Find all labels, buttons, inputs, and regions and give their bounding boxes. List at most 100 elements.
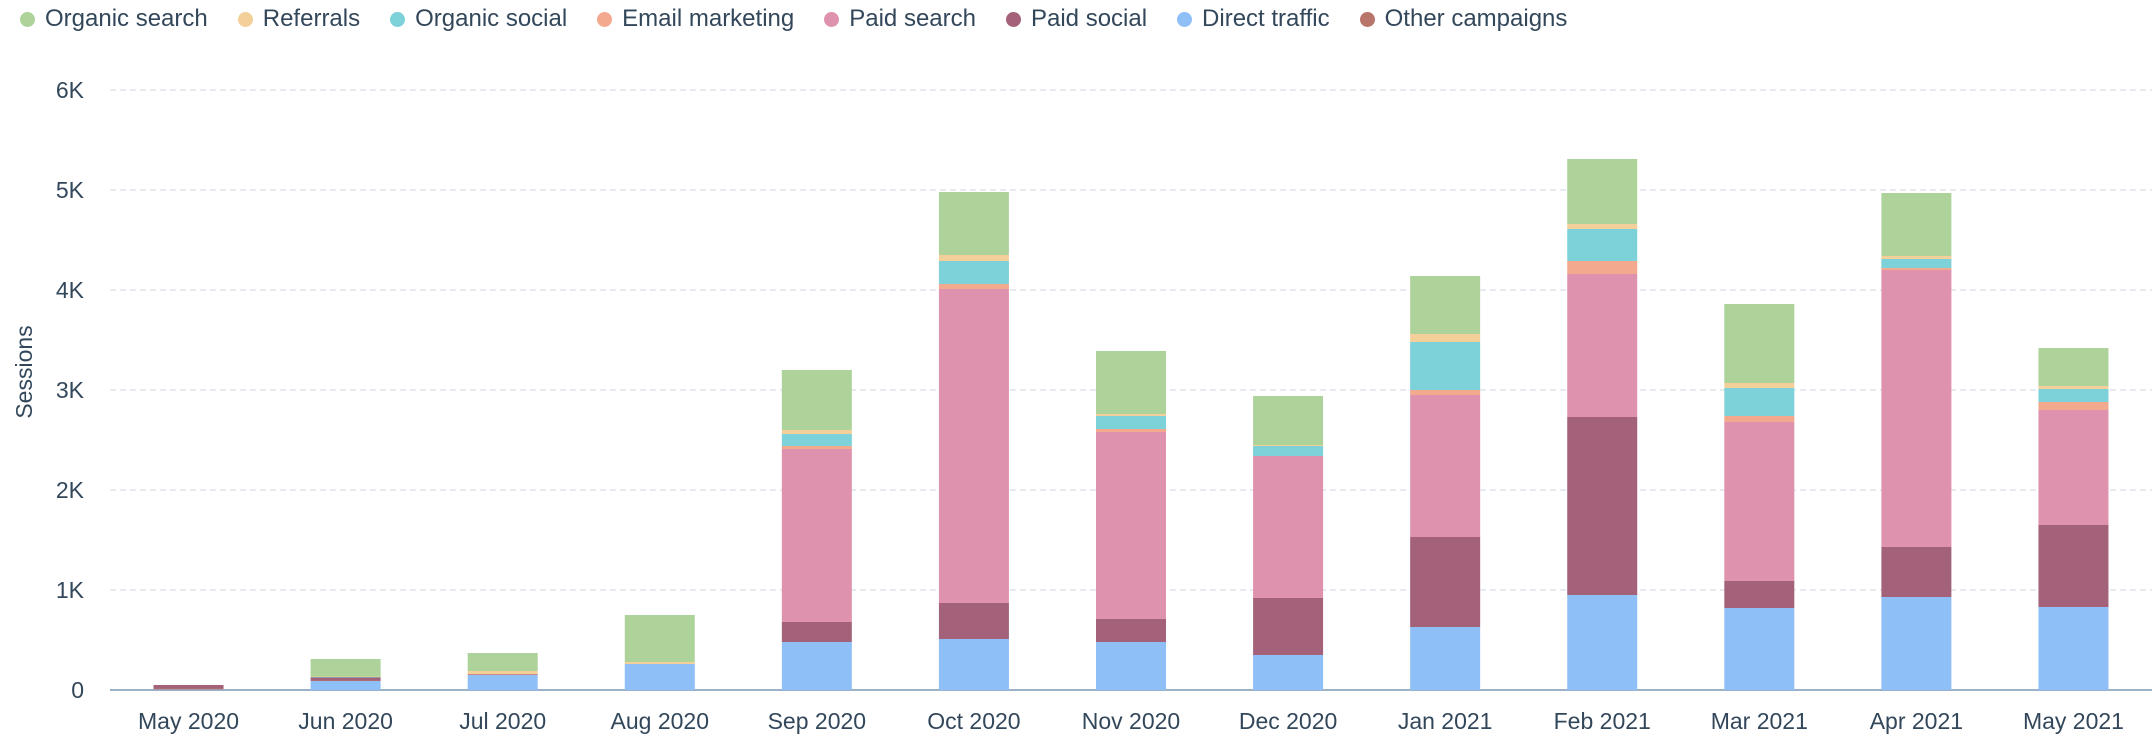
bar-segment-organic-social[interactable]	[1724, 388, 1795, 416]
bar-segment-email-marketing[interactable]	[938, 284, 1009, 289]
bar-segment-paid-search[interactable]	[1567, 274, 1638, 417]
bar-segment-email-marketing[interactable]	[1567, 261, 1638, 274]
bar-segment-paid-social[interactable]	[2038, 525, 2109, 607]
bar-stack[interactable]	[467, 653, 538, 690]
bar-segment-organic-social[interactable]	[2038, 389, 2109, 402]
bar-segment-paid-social[interactable]	[938, 603, 1009, 639]
bar-segment-direct-traffic[interactable]	[1567, 595, 1638, 690]
bar-segment-referrals[interactable]	[1881, 256, 1952, 259]
bar-segment-paid-social[interactable]	[1096, 619, 1166, 642]
bar-stack[interactable]	[624, 615, 695, 690]
bar-segment-paid-social[interactable]	[1567, 417, 1638, 595]
bar-segment-paid-social[interactable]	[1253, 598, 1324, 655]
bar-segment-direct-traffic[interactable]	[938, 639, 1009, 690]
bar-segment-paid-social[interactable]	[467, 674, 538, 676]
bar-segment-organic-search[interactable]	[1096, 351, 1166, 414]
bar-segment-organic-search[interactable]	[1567, 159, 1638, 224]
bar-segment-organic-search[interactable]	[1724, 304, 1795, 383]
bar-segment-paid-search[interactable]	[781, 449, 852, 622]
legend-item-referrals[interactable]: Referrals	[237, 5, 360, 33]
bar-segment-referrals[interactable]	[1567, 224, 1638, 229]
bar-segment-paid-search[interactable]	[1724, 422, 1795, 581]
bar-segment-referrals[interactable]	[2038, 386, 2109, 389]
bar-stack[interactable]	[938, 192, 1009, 690]
bar-segment-paid-search[interactable]	[1096, 432, 1166, 619]
bar-segment-organic-search[interactable]	[310, 659, 381, 677]
bar-segment-referrals[interactable]	[1724, 383, 1795, 388]
bar-segment-direct-traffic[interactable]	[1881, 597, 1952, 690]
bar-segment-direct-traffic[interactable]	[1724, 608, 1795, 690]
bar-segment-referrals[interactable]	[1253, 445, 1324, 446]
bar-segment-email-marketing[interactable]	[781, 446, 852, 449]
bar-stack[interactable]	[1410, 276, 1481, 690]
bar-segment-other-campaigns[interactable]	[153, 688, 224, 690]
legend-item-email-marketing[interactable]: Email marketing	[597, 5, 794, 33]
bar-segment-paid-search[interactable]	[1881, 270, 1952, 547]
legend-item-direct-traffic[interactable]: Direct traffic	[1177, 5, 1330, 33]
bar-segment-direct-traffic[interactable]	[1253, 655, 1324, 690]
bar-segment-direct-traffic[interactable]	[310, 681, 381, 690]
legend-item-paid-social[interactable]: Paid social	[1005, 5, 1147, 33]
bar-segment-direct-traffic[interactable]	[781, 642, 852, 690]
bar-segment-organic-social[interactable]	[310, 677, 381, 678]
bar-segment-direct-traffic[interactable]	[2038, 607, 2109, 690]
bar-segment-referrals[interactable]	[1410, 334, 1481, 342]
bar-segment-email-marketing[interactable]	[1724, 416, 1795, 422]
bar-segment-email-marketing[interactable]	[2038, 402, 2109, 410]
bar-segment-email-marketing[interactable]	[1410, 390, 1481, 395]
bar-segment-organic-social[interactable]	[1567, 229, 1638, 261]
bar-segment-organic-social[interactable]	[1410, 342, 1481, 390]
bar-segment-email-marketing[interactable]	[467, 674, 538, 675]
bar-segment-organic-search[interactable]	[781, 370, 852, 430]
bar-stack[interactable]	[1253, 396, 1324, 690]
bar-segment-referrals[interactable]	[781, 430, 852, 434]
bar-stack[interactable]	[1724, 304, 1795, 690]
bar-segment-paid-search[interactable]	[2038, 410, 2109, 525]
bar-segment-direct-traffic[interactable]	[467, 675, 538, 690]
bar-segment-paid-search[interactable]	[1410, 395, 1481, 537]
bar-segment-paid-social[interactable]	[1724, 581, 1795, 608]
bar-segment-paid-search[interactable]	[1253, 456, 1324, 598]
bar-segment-paid-social[interactable]	[310, 677, 381, 681]
legend-item-paid-search[interactable]: Paid search	[824, 5, 976, 33]
bar-segment-organic-social[interactable]	[1096, 416, 1166, 429]
bar-segment-organic-search[interactable]	[938, 192, 1009, 255]
legend-item-other-campaigns[interactable]: Other campaigns	[1359, 5, 1567, 33]
bar-stack[interactable]	[310, 659, 381, 690]
bar-stack[interactable]	[1096, 351, 1166, 690]
bar-segment-paid-search[interactable]	[938, 289, 1009, 603]
bar-segment-other-campaigns[interactable]	[310, 680, 381, 682]
bar-segment-paid-social[interactable]	[781, 622, 852, 642]
bar-segment-email-marketing[interactable]	[1881, 268, 1952, 270]
bar-segment-organic-search[interactable]	[1410, 276, 1481, 334]
bar-segment-referrals[interactable]	[467, 671, 538, 674]
legend-item-organic-social[interactable]: Organic social	[390, 5, 567, 33]
bar-segment-organic-social[interactable]	[1253, 446, 1324, 456]
bar-segment-direct-traffic[interactable]	[624, 664, 695, 690]
bar-segment-direct-traffic[interactable]	[153, 689, 224, 691]
bar-segment-email-marketing[interactable]	[1096, 429, 1166, 432]
bar-stack[interactable]	[1567, 159, 1638, 690]
bar-segment-direct-traffic[interactable]	[1410, 627, 1481, 690]
bar-segment-paid-social[interactable]	[1410, 537, 1481, 627]
legend-item-organic-search[interactable]: Organic search	[20, 5, 208, 33]
bar-segment-referrals[interactable]	[624, 662, 695, 664]
bar-segment-organic-social[interactable]	[781, 434, 852, 446]
bar-stack[interactable]	[781, 370, 852, 690]
bar-segment-organic-search[interactable]	[1253, 396, 1324, 445]
bar-segment-direct-traffic[interactable]	[1096, 642, 1166, 690]
bar-segment-paid-social[interactable]	[153, 685, 224, 689]
bar-segment-referrals[interactable]	[310, 676, 381, 678]
bar-segment-organic-social[interactable]	[1881, 259, 1952, 268]
bar-stack[interactable]	[1881, 193, 1952, 690]
bar-stack[interactable]	[2038, 348, 2109, 690]
bar-segment-organic-search[interactable]	[2038, 348, 2109, 386]
bar-segment-organic-social[interactable]	[938, 261, 1009, 284]
bar-segment-organic-search[interactable]	[1881, 193, 1952, 256]
bar-stack[interactable]	[153, 685, 224, 691]
bar-segment-organic-search[interactable]	[467, 653, 538, 671]
bar-segment-organic-search[interactable]	[624, 615, 695, 662]
bar-segment-referrals[interactable]	[1096, 414, 1166, 416]
bar-segment-referrals[interactable]	[938, 255, 1009, 261]
bar-segment-paid-social[interactable]	[1881, 547, 1952, 597]
